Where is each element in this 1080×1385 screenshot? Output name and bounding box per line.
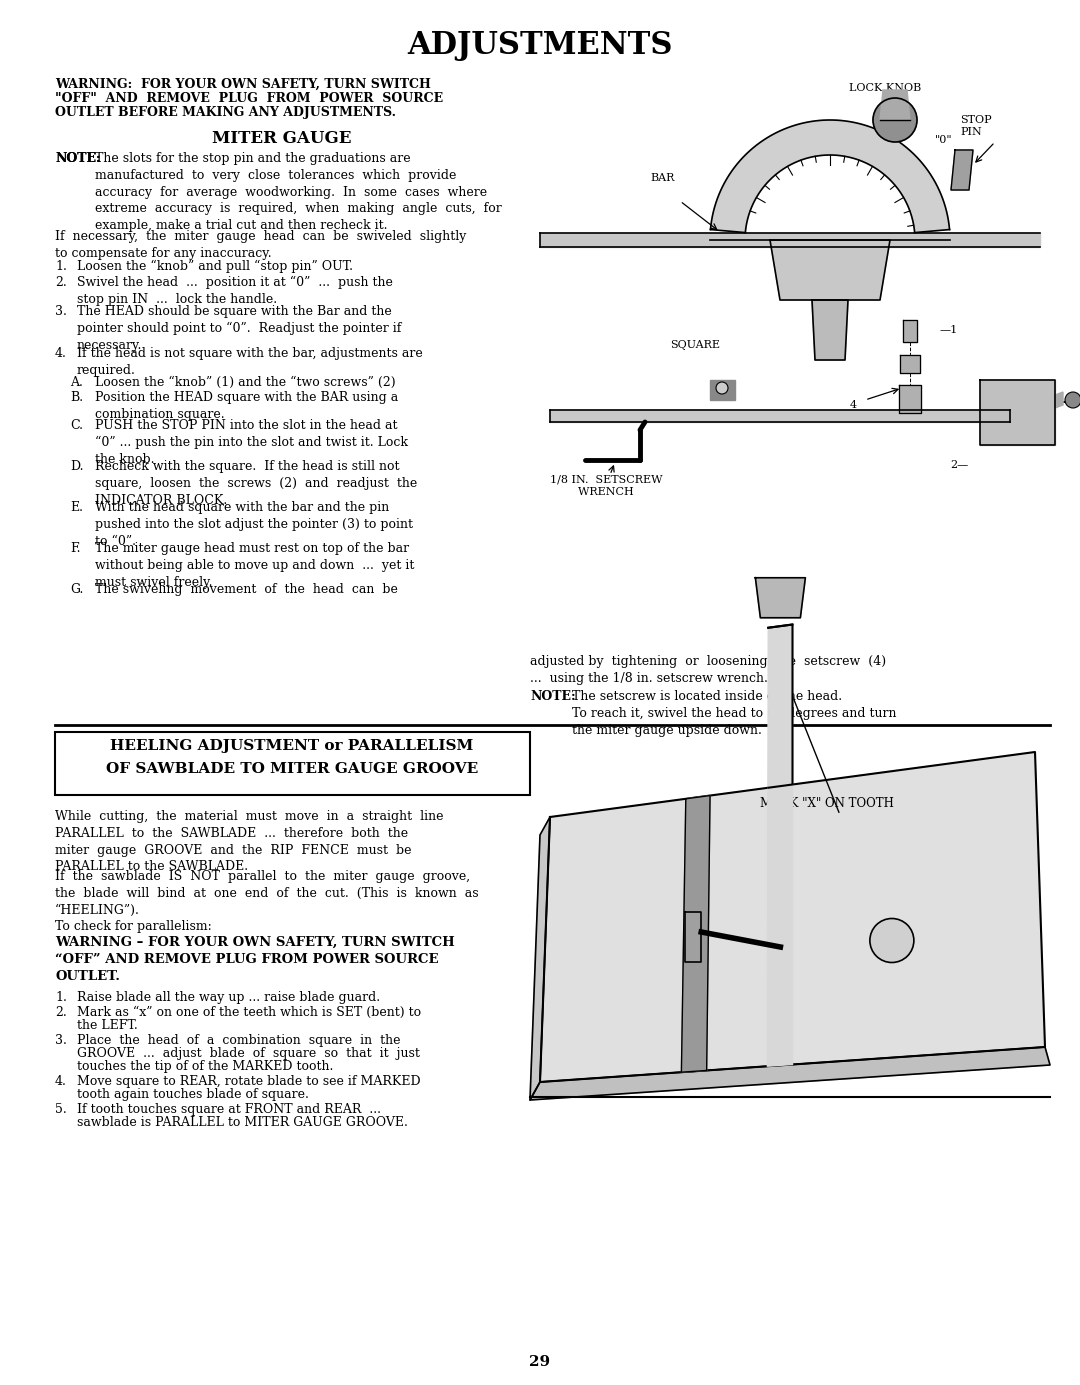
Text: —1: —1 [940, 325, 958, 335]
Text: 4.: 4. [55, 348, 67, 360]
Text: NOTE:: NOTE: [530, 690, 576, 704]
Text: Loosen the “knob” and pull “stop pin” OUT.: Loosen the “knob” and pull “stop pin” OU… [77, 260, 353, 273]
Text: STOP
PIN: STOP PIN [960, 115, 991, 137]
Text: To check for parallelism:: To check for parallelism: [55, 920, 212, 933]
Text: G.: G. [70, 583, 83, 596]
Text: 3.: 3. [55, 1035, 67, 1047]
Text: GROOVE  ...  adjust  blade  of  square  so  that  it  just: GROOVE ... adjust blade of square so tha… [77, 1047, 420, 1060]
Text: B.: B. [70, 391, 83, 404]
Text: WARNING – FOR YOUR OWN SAFETY, TURN SWITCH
“OFF” AND REMOVE PLUG FROM POWER SOUR: WARNING – FOR YOUR OWN SAFETY, TURN SWIT… [55, 936, 455, 982]
Polygon shape [685, 911, 701, 963]
Text: the LEFT.: the LEFT. [77, 1019, 138, 1032]
Text: The HEAD should be square with the Bar and the
pointer should point to “0”.  Rea: The HEAD should be square with the Bar a… [77, 305, 402, 352]
Text: 2.: 2. [55, 276, 67, 289]
Text: 4.: 4. [55, 1075, 67, 1089]
Text: PUSH the STOP PIN into the slot in the head at
“0” ... push the pin into the slo: PUSH the STOP PIN into the slot in the h… [95, 420, 408, 465]
Text: 2.: 2. [55, 1006, 67, 1019]
Text: 29: 29 [529, 1355, 551, 1368]
Text: E.: E. [70, 501, 83, 514]
Text: sawblade is PARALLEL to MITER GAUGE GROOVE.: sawblade is PARALLEL to MITER GAUGE GROO… [77, 1116, 408, 1129]
Text: With the head square with the bar and the pin
pushed into the slot adjust the po: With the head square with the bar and th… [95, 501, 413, 547]
Text: NOTE:: NOTE: [55, 152, 100, 165]
Text: HEELING ADJUSTMENT or PARALLELISM: HEELING ADJUSTMENT or PARALLELISM [110, 740, 474, 753]
Text: The slots for the stop pin and the graduations are
manufactured  to  very  close: The slots for the stop pin and the gradu… [95, 152, 502, 233]
Text: A.: A. [70, 375, 83, 389]
Text: Raise blade all the way up ... raise blade guard.: Raise blade all the way up ... raise bla… [77, 992, 380, 1004]
Polygon shape [951, 150, 973, 190]
Text: 1/8 IN.  SETSCREW
        WRENCH: 1/8 IN. SETSCREW WRENCH [550, 475, 662, 497]
Polygon shape [900, 355, 920, 373]
Polygon shape [540, 233, 1040, 247]
Text: Move square to REAR, rotate blade to see if MARKED: Move square to REAR, rotate blade to see… [77, 1075, 420, 1089]
Text: 2—: 2— [950, 460, 969, 470]
Text: WARNING:  FOR YOUR OWN SAFETY, TURN SWITCH: WARNING: FOR YOUR OWN SAFETY, TURN SWITC… [55, 78, 431, 91]
Polygon shape [711, 120, 949, 233]
Text: ADJUSTMENTS: ADJUSTMENTS [407, 30, 673, 61]
Text: F.: F. [70, 542, 81, 555]
Text: 5.: 5. [55, 1102, 67, 1116]
Text: touches the tip of of the MARKED tooth.: touches the tip of of the MARKED tooth. [77, 1060, 334, 1073]
Text: "0": "0" [935, 134, 953, 145]
Text: Recheck with the square.  If the head is still not
square,  loosen  the  screws : Recheck with the square. If the head is … [95, 460, 417, 507]
Text: NOTE:: NOTE: [55, 152, 100, 165]
Text: Swivel the head  ...  position it at “0”  ...  push the
stop pin IN  ...  lock t: Swivel the head ... position it at “0” .… [77, 276, 393, 306]
Polygon shape [880, 90, 910, 120]
Polygon shape [530, 1047, 1050, 1100]
Text: BAR: BAR [650, 173, 674, 183]
Text: The miter gauge head must rest on top of the bar
without being able to move up a: The miter gauge head must rest on top of… [95, 542, 415, 589]
Text: Loosen the “knob” (1) and the “two screws” (2): Loosen the “knob” (1) and the “two screw… [95, 375, 395, 389]
Text: Mark as “x” on one of the teeth which is SET (bent) to: Mark as “x” on one of the teeth which is… [77, 1006, 421, 1019]
Text: 3.: 3. [55, 305, 67, 319]
Text: "OFF"  AND  REMOVE  PLUG  FROM  POWER  SOURCE: "OFF" AND REMOVE PLUG FROM POWER SOURCE [55, 91, 443, 105]
Circle shape [873, 98, 917, 143]
Polygon shape [980, 379, 1055, 445]
Text: MARK "X" ON TOOTH: MARK "X" ON TOOTH [760, 796, 894, 810]
Polygon shape [903, 320, 917, 342]
Text: OUTLET BEFORE MAKING ANY ADJUSTMENTS.: OUTLET BEFORE MAKING ANY ADJUSTMENTS. [55, 107, 396, 119]
Text: 4: 4 [850, 400, 858, 410]
Polygon shape [767, 625, 793, 1066]
Polygon shape [755, 578, 806, 618]
Polygon shape [1055, 392, 1063, 409]
Text: If the head is not square with the bar, adjustments are
required.: If the head is not square with the bar, … [77, 348, 422, 377]
Polygon shape [550, 410, 1010, 422]
Polygon shape [812, 301, 848, 360]
Text: 1.: 1. [55, 992, 67, 1004]
Text: The swiveling  movement  of  the  head  can  be: The swiveling movement of the head can b… [95, 583, 397, 596]
Text: Position the HEAD square with the BAR using a
combination square.: Position the HEAD square with the BAR us… [95, 391, 399, 421]
Text: C.: C. [70, 420, 83, 432]
Polygon shape [710, 379, 735, 400]
Text: adjusted by  tightening  or  loosening  the  setscrew  (4)
...  using the 1/8 in: adjusted by tightening or loosening the … [530, 655, 886, 686]
Polygon shape [540, 752, 1045, 1082]
Text: tooth again touches blade of square.: tooth again touches blade of square. [77, 1089, 309, 1101]
Text: 1.: 1. [55, 260, 67, 273]
Circle shape [1065, 392, 1080, 409]
Text: Place  the  head  of  a  combination  square  in  the: Place the head of a combination square i… [77, 1035, 401, 1047]
Text: If tooth touches square at FRONT and REAR  ...: If tooth touches square at FRONT and REA… [77, 1102, 381, 1116]
Polygon shape [681, 795, 710, 1072]
Polygon shape [899, 385, 921, 413]
Text: While  cutting,  the  material  must  move  in  a  straight  line
PARALLEL  to  : While cutting, the material must move in… [55, 810, 444, 874]
Circle shape [716, 382, 728, 393]
Text: SQUARE: SQUARE [670, 339, 720, 350]
Bar [55, 733, 530, 795]
Text: LOCK KNOB: LOCK KNOB [849, 83, 921, 93]
Polygon shape [530, 817, 550, 1100]
Circle shape [869, 918, 914, 963]
Text: The setscrew is located inside of the head.
To reach it, swivel the head to 60 d: The setscrew is located inside of the he… [572, 690, 896, 737]
Text: If  necessary,  the  miter  gauge  head  can  be  swiveled  slightly
to compensa: If necessary, the miter gauge head can b… [55, 230, 467, 260]
Text: D.: D. [70, 460, 83, 474]
Polygon shape [770, 240, 890, 301]
Text: OF SAWBLADE TO MITER GAUGE GROOVE: OF SAWBLADE TO MITER GAUGE GROOVE [106, 762, 478, 776]
Text: If  the  sawblade  IS  NOT  parallel  to  the  miter  gauge  groove,
the  blade : If the sawblade IS NOT parallel to the m… [55, 870, 478, 917]
Text: MITER GAUGE: MITER GAUGE [213, 130, 352, 147]
